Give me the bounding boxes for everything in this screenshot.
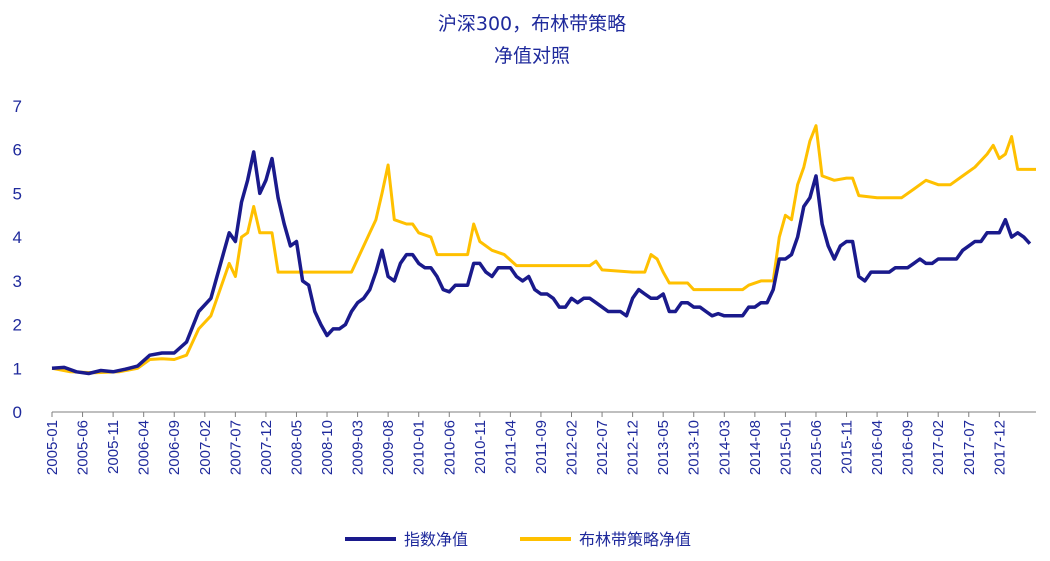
x-tick-label: 2012-02 <box>564 420 581 475</box>
x-tick-label: 2012-12 <box>625 420 642 475</box>
x-tick-label: 2007-12 <box>258 420 275 475</box>
chart-title-line1: 沪深300，布林带策略 <box>438 13 626 35</box>
y-tick-label: 4 <box>13 228 22 247</box>
x-tick-label: 2006-04 <box>136 420 153 475</box>
x-tick-label: 2009-03 <box>350 420 367 475</box>
x-tick-label: 2014-08 <box>747 420 764 475</box>
x-tick-label: 2009-08 <box>380 420 397 475</box>
series-line-bollinger <box>51 124 1036 375</box>
x-tick-label: 2011-09 <box>533 420 550 474</box>
x-tick-label: 2008-10 <box>319 420 336 475</box>
x-tick-label: 2005-06 <box>75 420 92 475</box>
x-tick-label: 2016-04 <box>869 420 886 475</box>
y-tick-label: 6 <box>13 141 22 160</box>
y-tick-label: 2 <box>13 316 22 335</box>
y-tick-label: 3 <box>13 272 22 291</box>
x-tick-label: 2013-10 <box>686 420 703 475</box>
x-tick-label: 2011-04 <box>502 420 519 474</box>
x-tick-label: 2015-11 <box>839 420 856 474</box>
x-tick-label: 2016-09 <box>900 420 917 475</box>
x-tick-label: 2007-02 <box>197 420 214 475</box>
x-tick-label: 2014-03 <box>716 420 733 475</box>
legend-label-index: 指数净值 <box>404 530 468 549</box>
y-axis-ticks: 0 1 2 3 4 5 6 7 <box>13 97 22 422</box>
x-tick-label: 2005-01 <box>44 420 61 475</box>
series-line-index <box>51 150 1032 376</box>
y-tick-label: 0 <box>13 403 22 422</box>
chart-title-line2: 净值对照 <box>494 45 570 67</box>
x-tick-label: 2017-07 <box>961 420 978 475</box>
x-tick-label: 2015-01 <box>777 420 794 475</box>
y-tick-label: 7 <box>13 97 22 116</box>
x-tick-label: 2007-07 <box>227 420 244 475</box>
x-tick-label: 2012-07 <box>594 420 611 475</box>
legend-label-bollinger: 布林带策略净值 <box>579 530 691 549</box>
x-tick-label: 2006-09 <box>166 420 183 475</box>
x-tick-label: 2013-05 <box>655 420 672 475</box>
series-lines <box>51 124 1036 376</box>
y-tick-label: 5 <box>13 184 22 203</box>
x-tick-label: 2017-02 <box>930 420 947 475</box>
x-tick-label: 2010-06 <box>441 420 458 475</box>
x-tick-label: 2017-12 <box>991 420 1008 475</box>
legend: 指数净值 布林带策略净值 <box>345 530 691 549</box>
x-tick-label: 2010-01 <box>411 420 428 475</box>
x-axis-ticks: 2005-01 2005-06 2005-11 2006-04 2006-09 2007-… <box>44 412 1008 475</box>
x-tick-label: 2008-05 <box>288 420 305 475</box>
y-tick-label: 1 <box>13 359 22 378</box>
x-tick-label: 2010-11 <box>472 420 489 474</box>
x-tick-label: 2015-06 <box>808 420 825 475</box>
x-tick-label: 2005-11 <box>105 420 122 474</box>
